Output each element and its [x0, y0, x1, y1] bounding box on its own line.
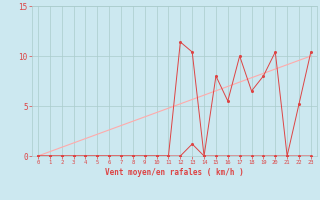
- X-axis label: Vent moyen/en rafales ( km/h ): Vent moyen/en rafales ( km/h ): [105, 168, 244, 177]
